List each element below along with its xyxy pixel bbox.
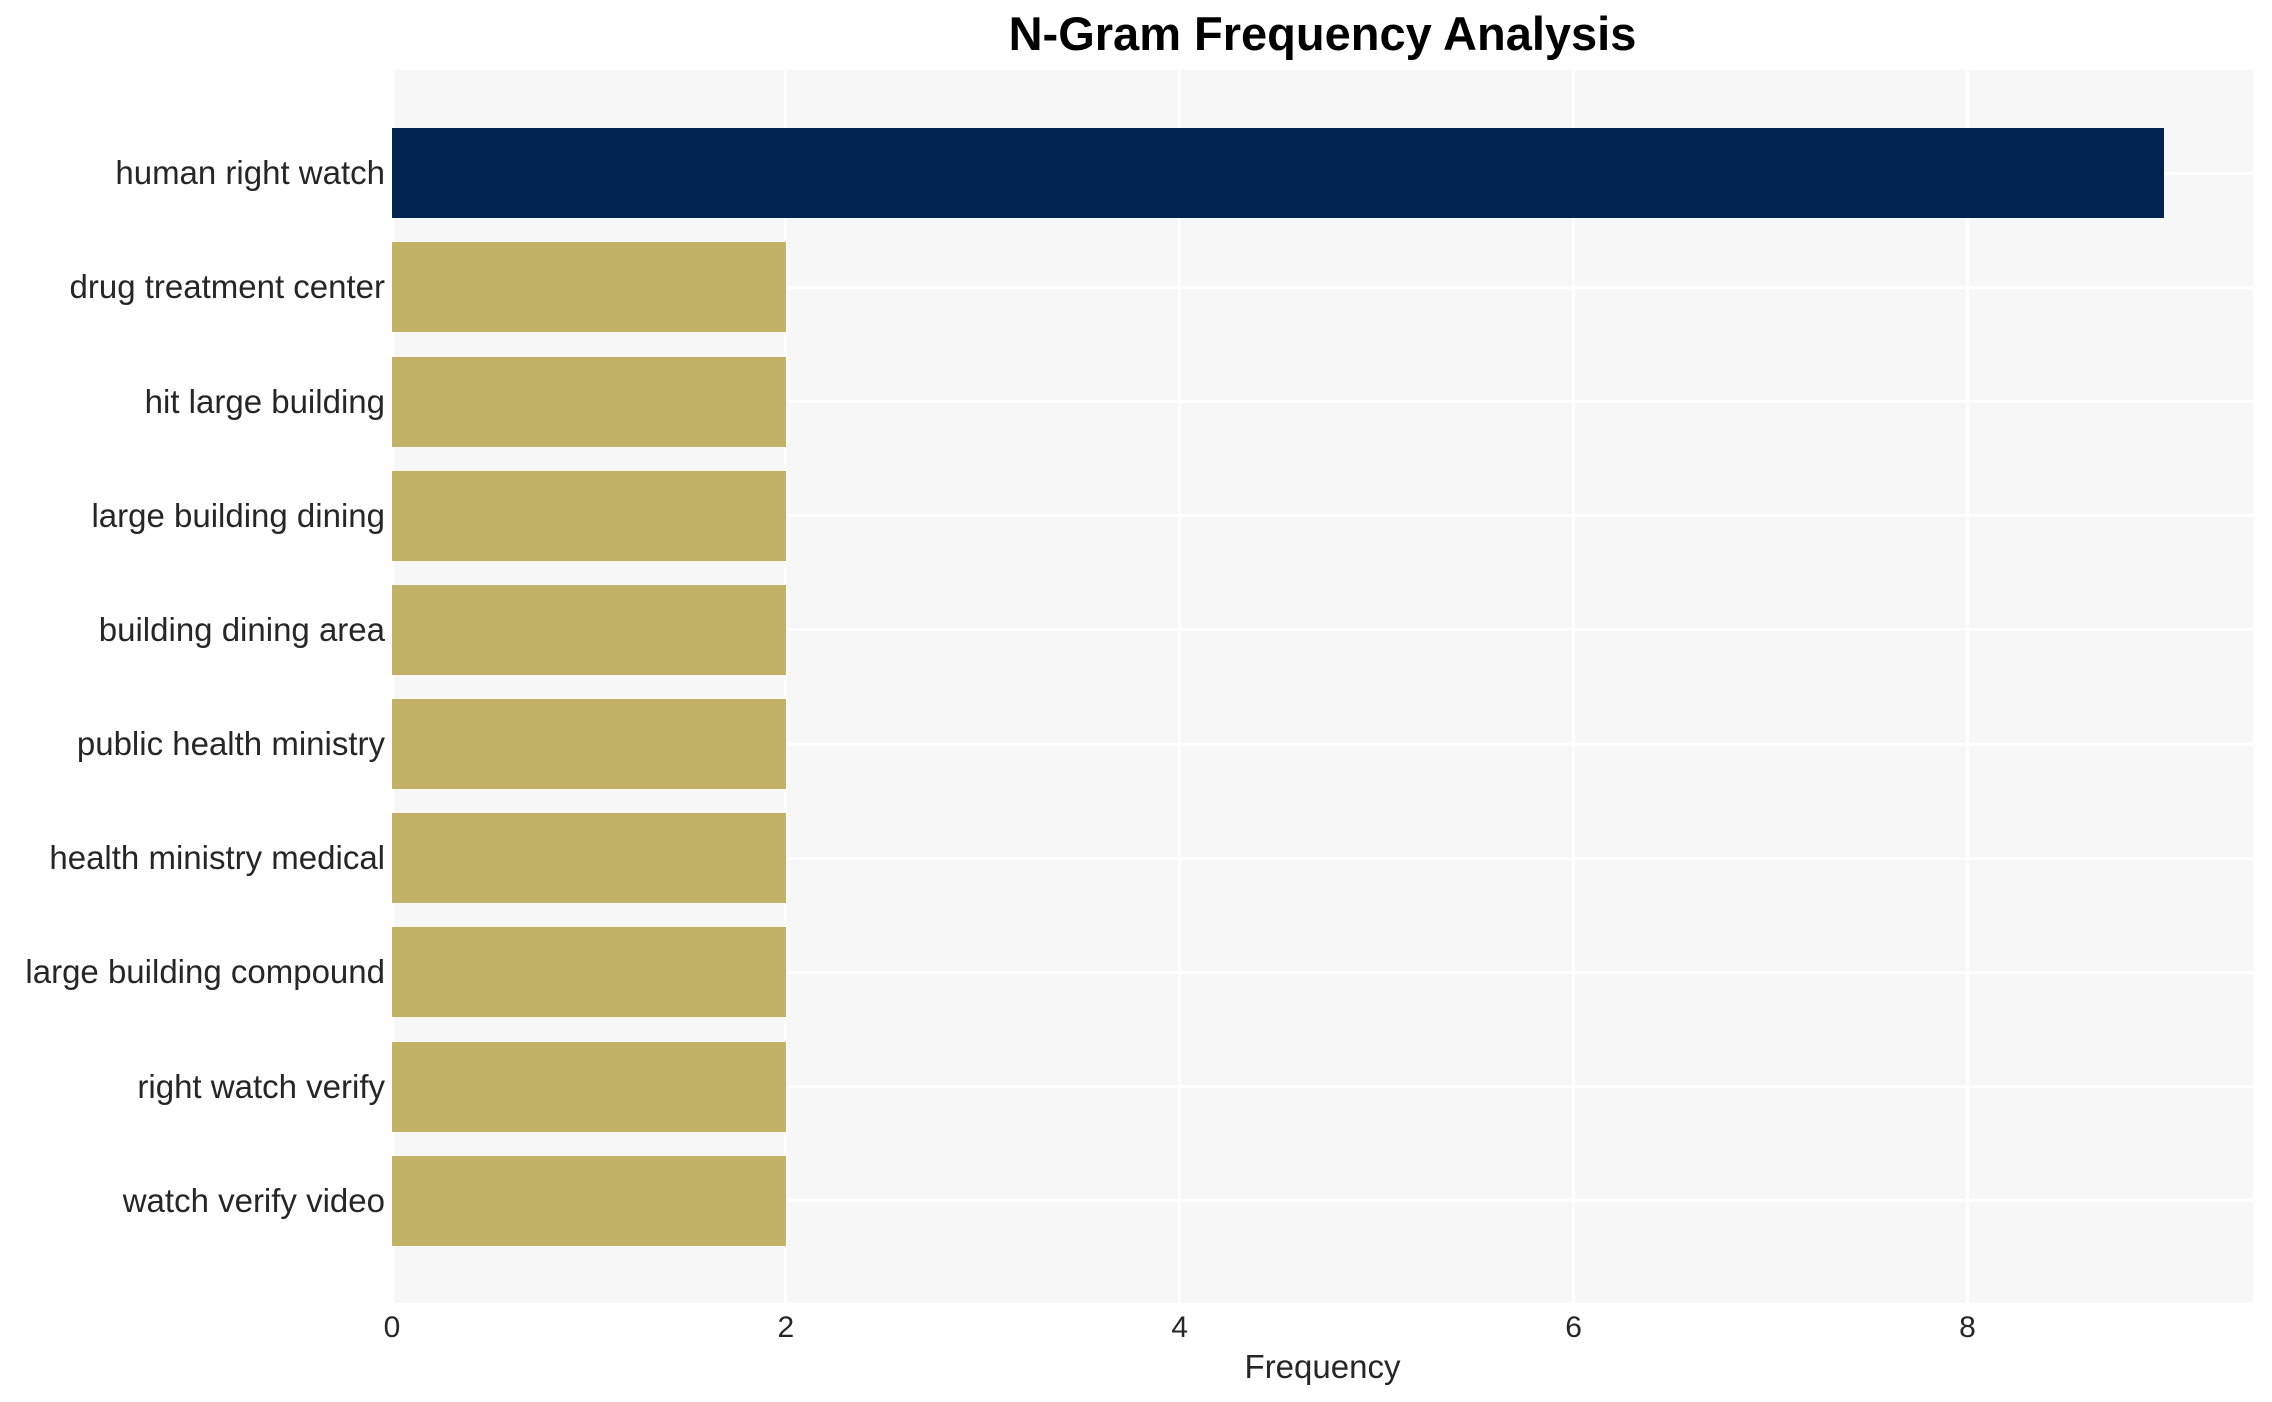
x-tick-label: 6: [1565, 1311, 1582, 1344]
category-label: large building compound: [25, 953, 385, 991]
category-label: human right watch: [115, 154, 385, 192]
chart-title: N-Gram Frequency Analysis: [1008, 7, 1637, 60]
gridline-horizontal: [392, 1199, 2253, 1203]
bar: [392, 699, 786, 790]
x-tick-label: 8: [1959, 1311, 1976, 1344]
x-tick-label: 0: [383, 1311, 401, 1344]
x-tick-label: 4: [1171, 1311, 1189, 1344]
gridline-horizontal: [392, 628, 2253, 632]
gridline-vertical: [784, 70, 788, 1303]
gridline-horizontal: [392, 400, 2253, 404]
category-label: drug treatment center: [69, 268, 386, 306]
x-axis-title: Frequency: [1244, 1348, 1401, 1385]
category-label: right watch verify: [137, 1067, 385, 1105]
x-axis-ticks: 0 2 4 6 8: [0, 1311, 2272, 1351]
bar: [392, 813, 786, 904]
gridline-horizontal: [392, 514, 2253, 518]
gridline-vertical: [390, 70, 394, 1303]
bar: [392, 1041, 786, 1132]
category-label: public health ministry: [76, 725, 385, 763]
bar: [392, 128, 2165, 219]
gridline-horizontal: [392, 1085, 2253, 1089]
category-label: health ministry medical: [49, 839, 385, 877]
bar: [392, 356, 786, 447]
category-label: building dining area: [98, 610, 385, 648]
gridline-horizontal: [392, 856, 2253, 860]
gridline-vertical: [1572, 70, 1576, 1303]
category-label: watch verify video: [122, 1181, 385, 1219]
x-tick-label: 2: [777, 1311, 795, 1344]
bar: [392, 470, 786, 561]
category-label: hit large building: [144, 382, 385, 420]
bar: [392, 242, 786, 333]
category-label: large building dining: [91, 496, 385, 534]
gridline-horizontal: [392, 285, 2253, 289]
plot-area: [390, 70, 2253, 1303]
gridline-horizontal: [392, 742, 2253, 746]
gridline-vertical: [1965, 70, 1969, 1303]
y-axis-labels: human right watch drug treatment center hi…: [0, 0, 385, 1402]
gridline-vertical: [1178, 70, 1182, 1303]
bar: [392, 927, 786, 1018]
bar: [392, 584, 786, 675]
bar: [392, 1155, 786, 1246]
gridline-horizontal: [392, 970, 2253, 974]
